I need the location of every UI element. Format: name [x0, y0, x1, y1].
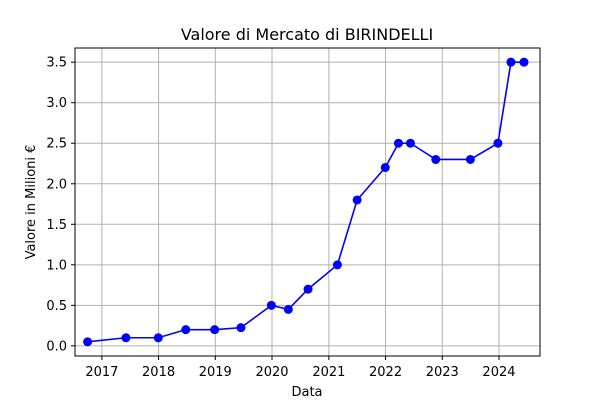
data-point — [405, 138, 415, 148]
x-tick-label: 2020 — [255, 365, 288, 380]
data-point — [506, 57, 516, 67]
data-point — [493, 138, 503, 148]
y-axis-label: Valore in Milioni € — [24, 145, 39, 260]
grid — [75, 48, 540, 356]
x-tick-label: 2018 — [142, 365, 175, 380]
data-point — [303, 284, 313, 294]
data-point — [236, 323, 246, 333]
y-axis: 0.0 0.5 1.0 1.5 2.0 2.5 3.0 3.5 — [46, 56, 75, 354]
y-tick-label: 3.0 — [46, 96, 67, 111]
x-tick-label: 2023 — [426, 365, 459, 380]
data-point — [181, 325, 191, 335]
data-point — [153, 333, 163, 343]
data-point — [465, 154, 475, 164]
data-point — [283, 304, 293, 314]
data-point — [380, 163, 390, 173]
data-point — [121, 333, 131, 343]
x-axis: 2017 2018 2019 2020 2021 2022 2023 2024 — [85, 356, 516, 380]
y-tick-label: 2.0 — [46, 177, 67, 192]
x-tick-label: 2024 — [482, 365, 515, 380]
data-point — [266, 300, 276, 310]
data-point — [210, 325, 220, 335]
data-point — [519, 57, 529, 67]
data-point — [431, 154, 441, 164]
data-point — [352, 195, 362, 205]
chart-title: Valore di Mercato di BIRINDELLI — [181, 25, 433, 44]
x-tick-label: 2022 — [369, 365, 402, 380]
y-tick-label: 0.0 — [46, 339, 67, 354]
y-tick-label: 3.5 — [46, 56, 67, 71]
x-tick-label: 2021 — [312, 365, 345, 380]
series — [83, 57, 529, 347]
y-tick-label: 1.5 — [46, 218, 67, 233]
plot-frame — [74, 47, 541, 357]
y-tick-label: 0.5 — [46, 299, 67, 314]
data-point — [393, 138, 403, 148]
y-tick-label: 1.0 — [46, 258, 67, 273]
y-tick-label: 2.5 — [46, 137, 67, 152]
data-point — [83, 337, 93, 347]
x-tick-label: 2019 — [199, 365, 232, 380]
series-line — [87, 61, 524, 343]
data-point — [332, 260, 342, 270]
x-axis-label: Data — [291, 385, 322, 400]
x-tick-label: 2017 — [85, 365, 118, 380]
